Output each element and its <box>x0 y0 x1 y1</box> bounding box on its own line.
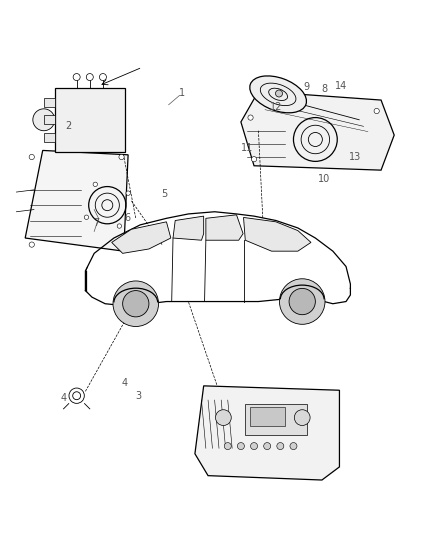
Text: 12: 12 <box>270 102 282 111</box>
Text: 11: 11 <box>241 143 254 154</box>
Bar <box>55 88 125 151</box>
Text: 10: 10 <box>318 174 330 184</box>
Text: 6: 6 <box>124 213 130 223</box>
Circle shape <box>29 242 34 247</box>
Circle shape <box>374 108 379 114</box>
Circle shape <box>289 288 315 314</box>
Circle shape <box>248 115 253 120</box>
Circle shape <box>251 442 258 449</box>
Text: 9: 9 <box>304 82 310 92</box>
Circle shape <box>126 191 131 195</box>
Circle shape <box>93 182 97 187</box>
Text: 3: 3 <box>135 391 141 401</box>
Circle shape <box>224 442 231 449</box>
Circle shape <box>33 109 55 131</box>
Circle shape <box>264 442 271 449</box>
Circle shape <box>279 279 325 324</box>
Circle shape <box>86 74 93 80</box>
Circle shape <box>290 442 297 449</box>
Text: 1: 1 <box>179 88 185 99</box>
Bar <box>245 405 307 435</box>
Polygon shape <box>195 386 339 480</box>
Circle shape <box>294 410 310 425</box>
Circle shape <box>99 74 106 80</box>
Circle shape <box>123 290 149 317</box>
Circle shape <box>276 90 283 97</box>
Polygon shape <box>206 215 243 240</box>
Bar <box>44 115 55 124</box>
Polygon shape <box>112 222 171 253</box>
Text: 4: 4 <box>60 393 67 403</box>
Circle shape <box>84 215 88 220</box>
Circle shape <box>215 410 231 425</box>
Circle shape <box>119 155 124 159</box>
Circle shape <box>277 442 284 449</box>
Text: 7: 7 <box>93 217 99 228</box>
Bar <box>44 98 55 107</box>
Circle shape <box>251 157 257 162</box>
Text: 5: 5 <box>161 189 167 199</box>
Circle shape <box>113 281 159 327</box>
Text: 14: 14 <box>335 81 347 91</box>
Circle shape <box>73 74 80 80</box>
Text: 4: 4 <box>122 377 128 387</box>
Polygon shape <box>173 216 204 240</box>
Circle shape <box>237 442 244 449</box>
Text: 8: 8 <box>321 84 327 94</box>
Polygon shape <box>25 150 128 251</box>
Polygon shape <box>244 217 311 251</box>
Bar <box>44 133 55 142</box>
Ellipse shape <box>250 76 307 113</box>
Circle shape <box>29 155 34 159</box>
Text: 13: 13 <box>349 152 361 162</box>
Polygon shape <box>241 91 394 170</box>
Text: 2: 2 <box>65 122 71 131</box>
Bar <box>250 407 285 426</box>
Circle shape <box>117 224 122 228</box>
